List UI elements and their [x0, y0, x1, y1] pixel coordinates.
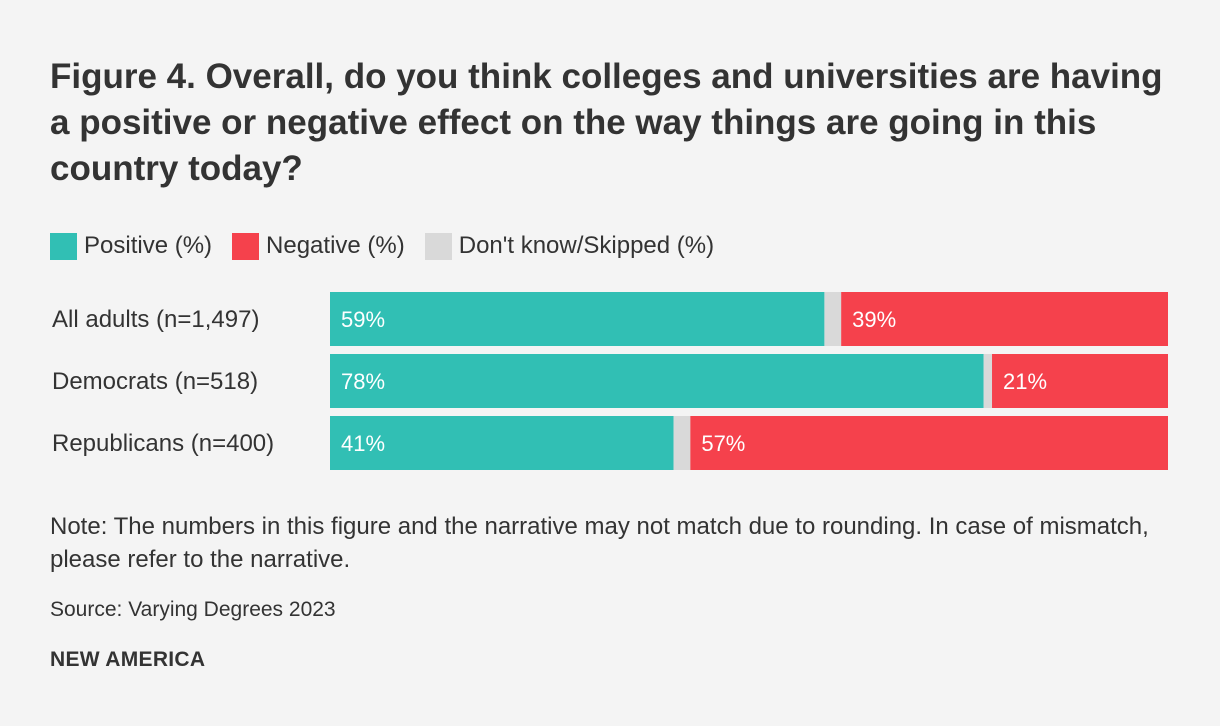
- bar-segment-negative: [841, 292, 1168, 346]
- bar-segment-negative: [992, 354, 1168, 408]
- legend-swatch-positive: [50, 232, 77, 260]
- legend: Positive (%) Negative (%) Don't know/Ski…: [50, 228, 734, 264]
- bar-segment-don-t-know-skipped: [983, 354, 993, 408]
- category-label: Republicans (n=400): [52, 430, 274, 457]
- data-label: 78%: [341, 369, 385, 394]
- legend-label-negative: Negative (%): [266, 232, 405, 259]
- data-label: 39%: [852, 307, 896, 332]
- data-label: 57%: [701, 431, 745, 456]
- bar-segment-don-t-know-skipped: [673, 416, 691, 470]
- data-label: 21%: [1003, 369, 1047, 394]
- legend-item-negative: Negative (%): [232, 232, 405, 260]
- footnote: Note: The numbers in this figure and the…: [50, 513, 1149, 573]
- legend-item-dont-know: Don't know/Skipped (%): [424, 232, 715, 260]
- bar-segment-negative: [690, 416, 1168, 470]
- legend-item-positive: Positive (%): [50, 232, 212, 260]
- legend-swatch-dont-know: [424, 232, 452, 260]
- chart-title: Figure 4. Overall, do you think colleges…: [50, 57, 1163, 188]
- legend-swatch-negative: [232, 232, 260, 260]
- brand-logo-text: NEW AMERICA: [50, 648, 206, 671]
- source-text: Source: Varying Degrees 2023: [50, 598, 336, 621]
- stacked-bar-chart: All adults (n=1,497) 59% 39% Democrats (n=5…: [52, 292, 1168, 470]
- bar-segment-positive: [330, 354, 984, 408]
- data-label: 59%: [341, 307, 385, 332]
- bar-segment-positive: [330, 292, 825, 346]
- bar-segment-positive: [330, 416, 674, 470]
- legend-label-positive: Positive (%): [84, 232, 213, 259]
- category-label: All adults (n=1,497): [52, 306, 259, 333]
- data-label: 41%: [341, 431, 385, 456]
- legend-label-dont-know: Don't know/Skipped (%): [458, 232, 715, 259]
- category-label: Democrats (n=518): [52, 368, 258, 395]
- bar-segment-don-t-know-skipped: [824, 292, 842, 346]
